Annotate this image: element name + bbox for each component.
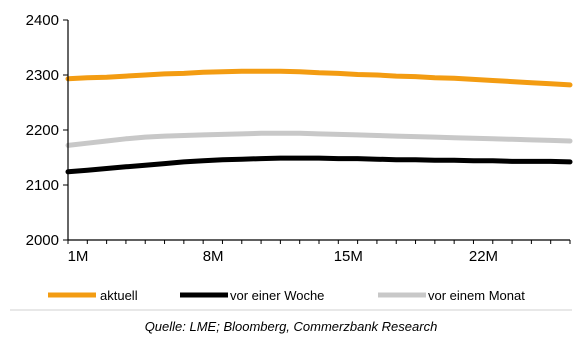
- plot-lines: [65, 68, 573, 175]
- y-tick-label: 2400: [26, 12, 59, 29]
- x-axis-ticks: 1M 8M 15M 22M: [67, 240, 571, 265]
- x-tick-label: 15M: [334, 248, 363, 265]
- y-tick-label: 2100: [26, 177, 59, 194]
- y-tick-label: 2300: [26, 67, 59, 84]
- axes: [67, 20, 570, 241]
- legend: aktuell vor einer Woche vor einem Monat: [48, 288, 525, 303]
- y-axis-ticks: 2000 2100 2200 2300 2400: [26, 12, 68, 249]
- legend-label-2: vor einer Woche: [230, 288, 324, 303]
- x-tick-label: 1M: [68, 248, 89, 265]
- series-line-2: [65, 155, 573, 175]
- x-tick-label: 22M: [469, 248, 498, 265]
- series-line-3: [65, 130, 573, 148]
- series-line-1: [65, 68, 573, 88]
- x-tick-label: 8M: [203, 248, 224, 265]
- legend-label-1: aktuell: [100, 288, 138, 303]
- legend-label-3: vor einem Monat: [428, 288, 525, 303]
- source-note: Quelle: LME; Bloomberg, Commerzbank Rese…: [144, 319, 438, 334]
- y-tick-label: 2200: [26, 122, 59, 139]
- y-tick-label: 2000: [26, 232, 59, 249]
